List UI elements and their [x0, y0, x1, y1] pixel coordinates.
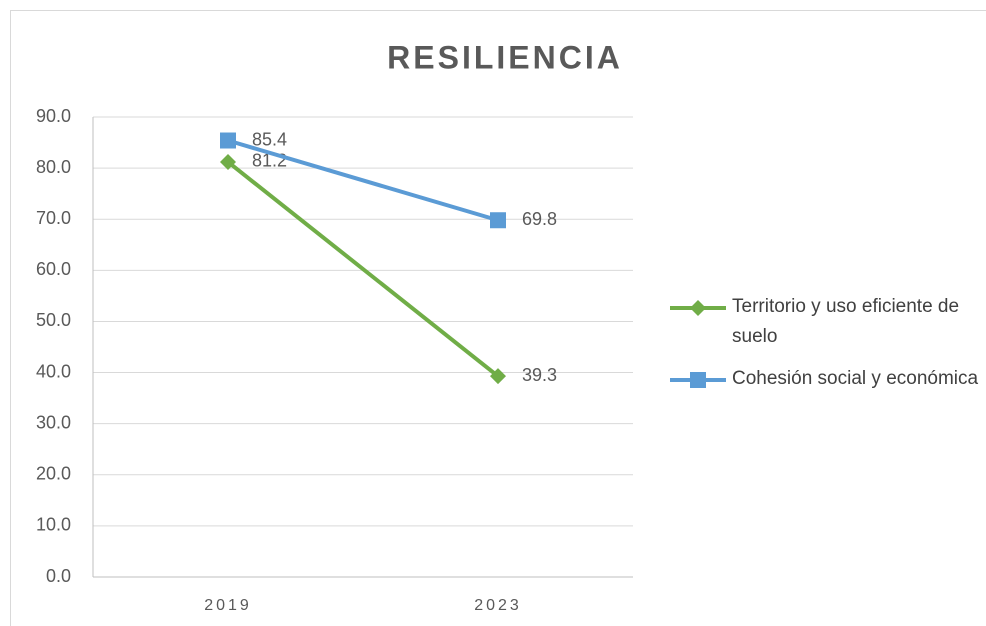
y-tick-label: 30.0 [36, 412, 71, 432]
legend-marker [690, 372, 706, 388]
y-tick-label: 70.0 [36, 208, 71, 228]
legend-item: Territorio y uso eficiente de suelo [668, 292, 986, 352]
legend-label: Cohesión social y económica [732, 368, 979, 389]
data-label: 85.4 [252, 129, 287, 149]
legend-label: Territorio y uso eficiente de suelo [732, 296, 960, 347]
data-label: 69.8 [522, 209, 557, 229]
legend-item: Cohesión social y económica [668, 364, 986, 394]
marker [490, 368, 506, 385]
legend: Territorio y uso eficiente de suelo Cohes… [668, 292, 986, 406]
x-tick-label: 2023 [474, 597, 522, 614]
y-tick-label: 10.0 [36, 515, 71, 535]
y-tick-label: 80.0 [36, 157, 71, 177]
y-tick-label: 0.0 [46, 566, 71, 586]
marker [490, 212, 506, 229]
x-tick-label: 2019 [204, 597, 252, 614]
chart-title: RESILIENCIA [387, 39, 623, 75]
data-label: 39.3 [522, 365, 557, 385]
series-line [226, 160, 500, 378]
marker [220, 132, 236, 149]
y-tick-label: 60.0 [36, 259, 71, 279]
y-tick-label: 50.0 [36, 310, 71, 330]
chart-border [10, 10, 986, 626]
legend-swatch [670, 300, 726, 316]
legend-swatch [670, 372, 726, 388]
y-tick-label: 20.0 [36, 464, 71, 484]
y-tick-label: 90.0 [36, 106, 71, 126]
series-line [227, 138, 499, 223]
legend-marker [690, 300, 706, 316]
y-tick-label: 40.0 [36, 361, 71, 381]
marker [220, 153, 236, 170]
